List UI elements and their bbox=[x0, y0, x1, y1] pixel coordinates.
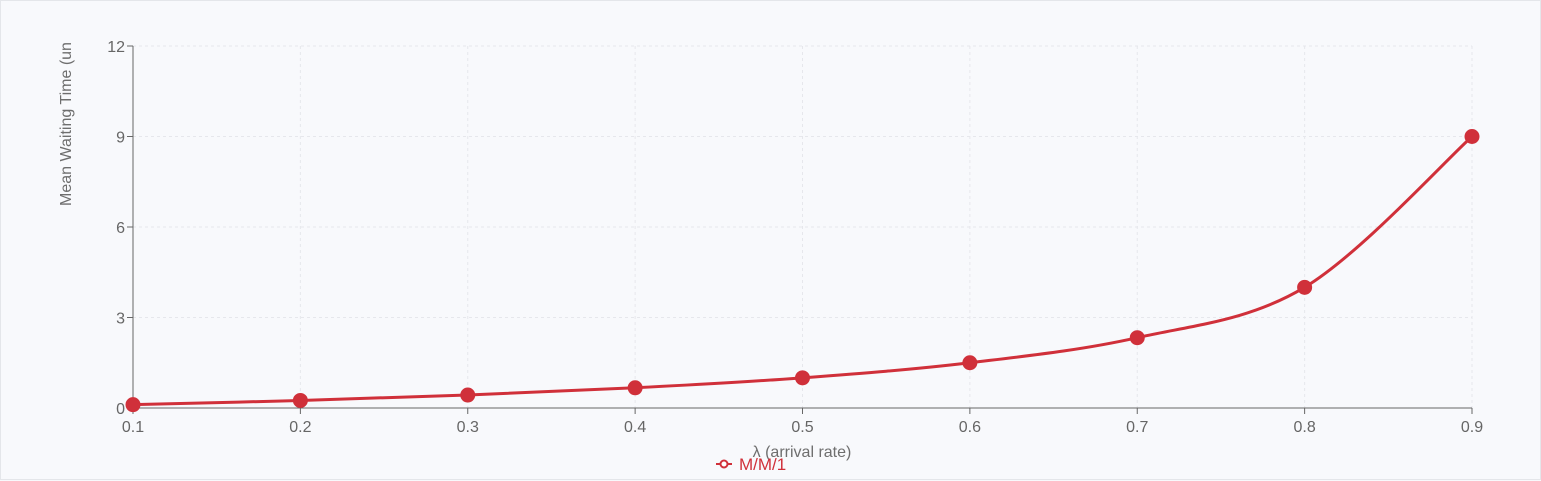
series-line bbox=[131, 135, 1474, 407]
x-tick-label: 0.8 bbox=[1294, 419, 1316, 436]
x-axis-title: λ (arrival rate) bbox=[753, 444, 852, 461]
y-tick-label: 6 bbox=[116, 220, 125, 237]
x-tick-label: 0.5 bbox=[791, 419, 813, 436]
data-point[interactable] bbox=[125, 397, 141, 413]
y-tick-label: 12 bbox=[107, 39, 125, 56]
x-tick-label: 0.9 bbox=[1461, 419, 1483, 436]
series-layer bbox=[125, 129, 1480, 413]
legend[interactable]: M/M/1 bbox=[716, 455, 786, 474]
x-tick-label: 0.2 bbox=[289, 419, 311, 436]
data-point[interactable] bbox=[962, 355, 978, 371]
y-axis-title: Mean Waiting Time (un bbox=[58, 42, 75, 206]
y-tick-label: 0 bbox=[116, 401, 125, 418]
legend-marker-icon bbox=[719, 459, 729, 469]
grid bbox=[132, 45, 1473, 409]
data-point[interactable] bbox=[795, 370, 810, 386]
data-point[interactable] bbox=[627, 380, 643, 396]
y-tick-label: 3 bbox=[116, 311, 125, 328]
axes: 0 3 6 9 12 0.1 0.2 0.3 0.4 0.5 0.6 0.7 0.8 0.9 bbox=[107, 39, 1483, 436]
x-tick-label: 0.4 bbox=[624, 419, 646, 436]
x-tick-label: 0.7 bbox=[1126, 419, 1148, 436]
data-point[interactable] bbox=[292, 392, 308, 408]
data-point[interactable] bbox=[1297, 279, 1313, 295]
data-point[interactable] bbox=[1129, 330, 1145, 346]
x-tick-label: 0.6 bbox=[959, 419, 981, 436]
x-tick-label: 0.3 bbox=[457, 419, 479, 436]
data-point[interactable] bbox=[460, 387, 476, 403]
y-tick-label: 9 bbox=[116, 130, 125, 147]
data-point[interactable] bbox=[1464, 129, 1480, 144]
x-tick-label: 0.1 bbox=[122, 419, 144, 436]
legend-label: M/M/1 bbox=[739, 455, 786, 474]
